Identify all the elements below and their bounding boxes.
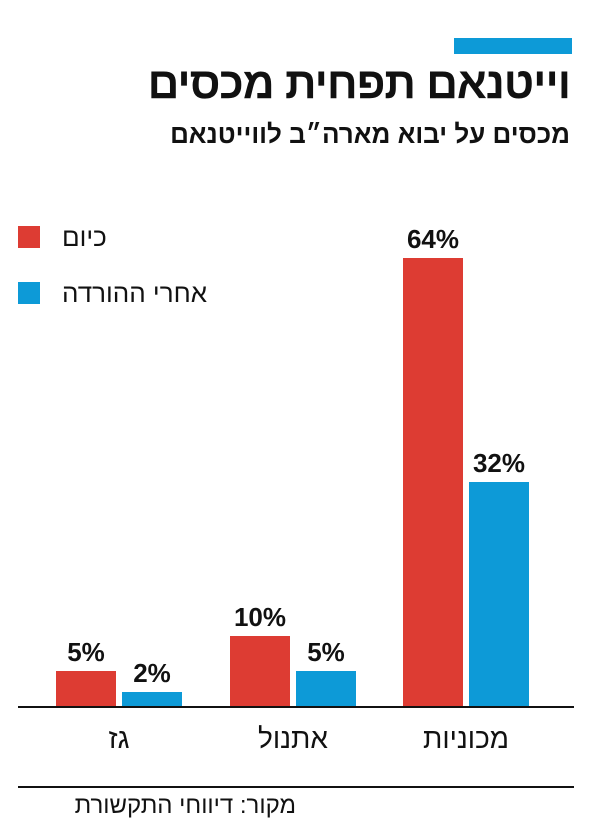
legend-swatch-after bbox=[18, 282, 40, 304]
legend-item-today: כיום bbox=[18, 222, 298, 252]
source-note: מקור: דיווחי התקשורת bbox=[74, 792, 296, 819]
bar-today-0 bbox=[56, 671, 116, 706]
data-label-after-1: 5% bbox=[307, 637, 345, 667]
legend-swatch-today bbox=[18, 226, 40, 248]
bar-today-1 bbox=[230, 636, 290, 706]
bar-after-2 bbox=[469, 482, 529, 706]
category-label-2: מכוניות bbox=[423, 723, 509, 754]
data-label-after-2: 32% bbox=[473, 448, 525, 478]
legend-label-today: כיום bbox=[62, 221, 107, 252]
data-label-today-1: 10% bbox=[234, 602, 286, 632]
category-label-0: גז bbox=[109, 723, 130, 754]
legend: כיום אחרי ההורדה bbox=[18, 222, 298, 334]
legend-item-after: אחרי ההורדה bbox=[18, 278, 298, 308]
top-accent-bar bbox=[454, 38, 572, 54]
bar-today-2 bbox=[403, 258, 463, 706]
bar-after-1 bbox=[296, 671, 356, 706]
chart-subtitle: מכסים על יבוא מארה״ב לווייטנאם bbox=[170, 119, 570, 149]
legend-label-after: אחרי ההורדה bbox=[62, 277, 208, 308]
category-label-1: אתנול bbox=[258, 723, 328, 754]
data-label-today-2: 64% bbox=[407, 224, 459, 254]
data-label-after-0: 2% bbox=[133, 658, 171, 688]
bar-after-0 bbox=[122, 692, 182, 706]
data-label-today-0: 5% bbox=[67, 637, 105, 667]
chart-title: וייטנאם תפחית מכסים bbox=[147, 59, 571, 108]
source-divider bbox=[18, 786, 574, 788]
